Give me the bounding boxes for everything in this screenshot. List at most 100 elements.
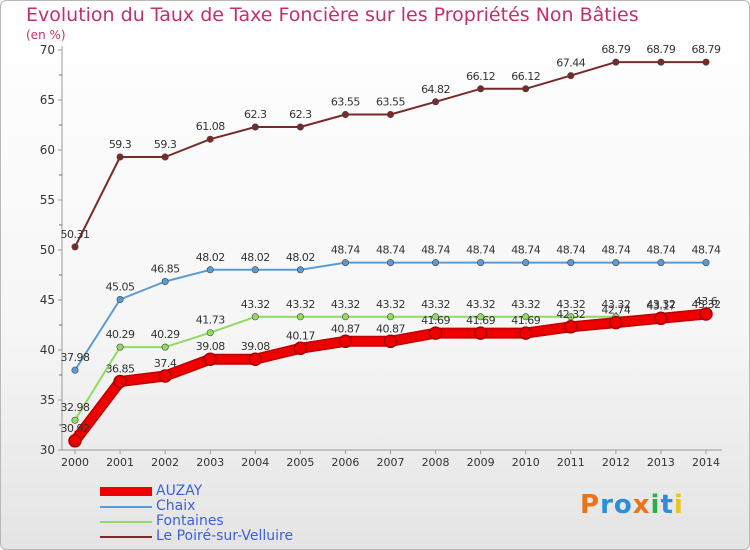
data-label: 59.3 bbox=[109, 138, 132, 151]
data-label: 40.29 bbox=[151, 328, 180, 341]
data-label: 43.32 bbox=[331, 298, 360, 311]
data-label: 61.08 bbox=[196, 120, 225, 133]
data-label: 40.17 bbox=[286, 329, 315, 342]
data-label: 41.69 bbox=[466, 314, 495, 327]
data-label: 39.08 bbox=[241, 340, 270, 353]
data-point bbox=[477, 313, 485, 321]
data-point bbox=[158, 369, 172, 383]
data-point bbox=[702, 259, 710, 267]
x-tick-label: 2006 bbox=[331, 456, 359, 469]
data-label: 41.69 bbox=[511, 314, 540, 327]
data-label: 68.79 bbox=[692, 43, 721, 56]
data-point bbox=[386, 259, 394, 267]
data-label: 42.74 bbox=[601, 304, 630, 317]
y-tick-label: 50 bbox=[40, 243, 55, 257]
legend-label: Fontaines bbox=[156, 513, 224, 529]
data-point bbox=[248, 352, 263, 366]
data-point bbox=[609, 315, 623, 330]
data-point bbox=[564, 320, 578, 334]
data-label: 40.87 bbox=[376, 322, 405, 335]
data-point bbox=[567, 313, 575, 321]
data-label: 41.73 bbox=[196, 314, 225, 327]
data-label: 48.02 bbox=[286, 251, 315, 264]
data-label: 48.02 bbox=[241, 251, 270, 264]
x-tick-label: 2014 bbox=[692, 456, 720, 469]
data-label: 43.32 bbox=[692, 298, 721, 311]
data-label: 50.31 bbox=[61, 228, 90, 241]
data-label: 48.74 bbox=[331, 244, 360, 257]
legend-swatch bbox=[100, 521, 152, 523]
legend-swatch bbox=[100, 506, 152, 508]
data-point bbox=[116, 153, 124, 161]
data-point bbox=[612, 259, 620, 267]
data-label: 43.32 bbox=[421, 298, 450, 311]
x-tick-label: 2003 bbox=[196, 456, 224, 469]
data-point bbox=[657, 259, 665, 267]
x-tick-label: 2009 bbox=[467, 456, 495, 469]
x-tick-label: 2013 bbox=[647, 456, 675, 469]
data-point bbox=[116, 295, 124, 303]
data-label: 43.32 bbox=[646, 298, 675, 311]
x-tick-label: 2011 bbox=[557, 456, 585, 469]
data-point bbox=[341, 111, 349, 119]
y-tick-label: 60 bbox=[40, 143, 55, 157]
y-tick-label: 55 bbox=[40, 193, 55, 207]
data-point bbox=[518, 326, 533, 340]
data-point bbox=[612, 58, 620, 66]
data-label: 37.4 bbox=[154, 357, 177, 370]
data-label: 43.32 bbox=[511, 298, 540, 311]
data-label: 64.82 bbox=[421, 83, 450, 96]
data-point bbox=[341, 313, 349, 321]
x-tick-label: 2008 bbox=[422, 456, 450, 469]
data-label: 42.32 bbox=[556, 308, 585, 321]
data-point bbox=[71, 416, 79, 424]
data-label: 66.12 bbox=[466, 70, 495, 83]
data-label: 43.32 bbox=[466, 298, 495, 311]
data-point bbox=[386, 111, 394, 119]
y-tick-label: 45 bbox=[40, 293, 55, 307]
data-point bbox=[71, 243, 79, 251]
data-point bbox=[113, 374, 127, 389]
data-label: 43.32 bbox=[556, 298, 585, 311]
data-label: 48.74 bbox=[646, 244, 675, 257]
legend-label: Le Poiré-sur-Velluire bbox=[156, 528, 294, 544]
data-label: 48.74 bbox=[511, 244, 540, 257]
data-label: 36.85 bbox=[106, 363, 135, 376]
x-tick-label: 2005 bbox=[286, 456, 314, 469]
legend-label: Chaix bbox=[156, 498, 196, 514]
data-label: 40.87 bbox=[331, 322, 360, 335]
y-tick-label: 30 bbox=[40, 443, 55, 457]
data-point bbox=[206, 135, 214, 143]
data-point bbox=[654, 311, 668, 326]
data-point bbox=[341, 259, 349, 267]
data-label: 43.17 bbox=[646, 299, 675, 312]
data-point bbox=[71, 366, 79, 374]
data-point bbox=[296, 313, 304, 321]
data-label: 63.55 bbox=[331, 96, 360, 109]
data-label: 40.29 bbox=[106, 328, 135, 341]
data-label: 48.74 bbox=[692, 244, 721, 257]
data-label: 43.32 bbox=[286, 298, 315, 311]
x-tick-label: 2002 bbox=[151, 456, 179, 469]
data-point bbox=[116, 343, 124, 351]
data-point bbox=[522, 259, 530, 267]
data-point bbox=[296, 123, 304, 131]
unit-label: (en %) bbox=[26, 28, 66, 42]
data-point bbox=[428, 326, 443, 340]
data-point bbox=[251, 266, 259, 274]
data-label: 62.3 bbox=[244, 108, 267, 121]
data-point bbox=[206, 266, 214, 274]
x-tick-label: 2010 bbox=[512, 456, 540, 469]
x-tick-label: 2001 bbox=[106, 456, 134, 469]
data-point bbox=[522, 313, 530, 321]
data-point bbox=[206, 329, 214, 337]
data-point bbox=[477, 85, 485, 93]
data-label: 45.05 bbox=[106, 281, 135, 294]
x-tick-label: 2012 bbox=[602, 456, 630, 469]
data-point bbox=[161, 343, 169, 351]
data-point bbox=[432, 98, 440, 106]
legend-swatch bbox=[100, 536, 152, 538]
data-label: 68.79 bbox=[646, 43, 675, 56]
data-label: 62.3 bbox=[289, 108, 312, 121]
